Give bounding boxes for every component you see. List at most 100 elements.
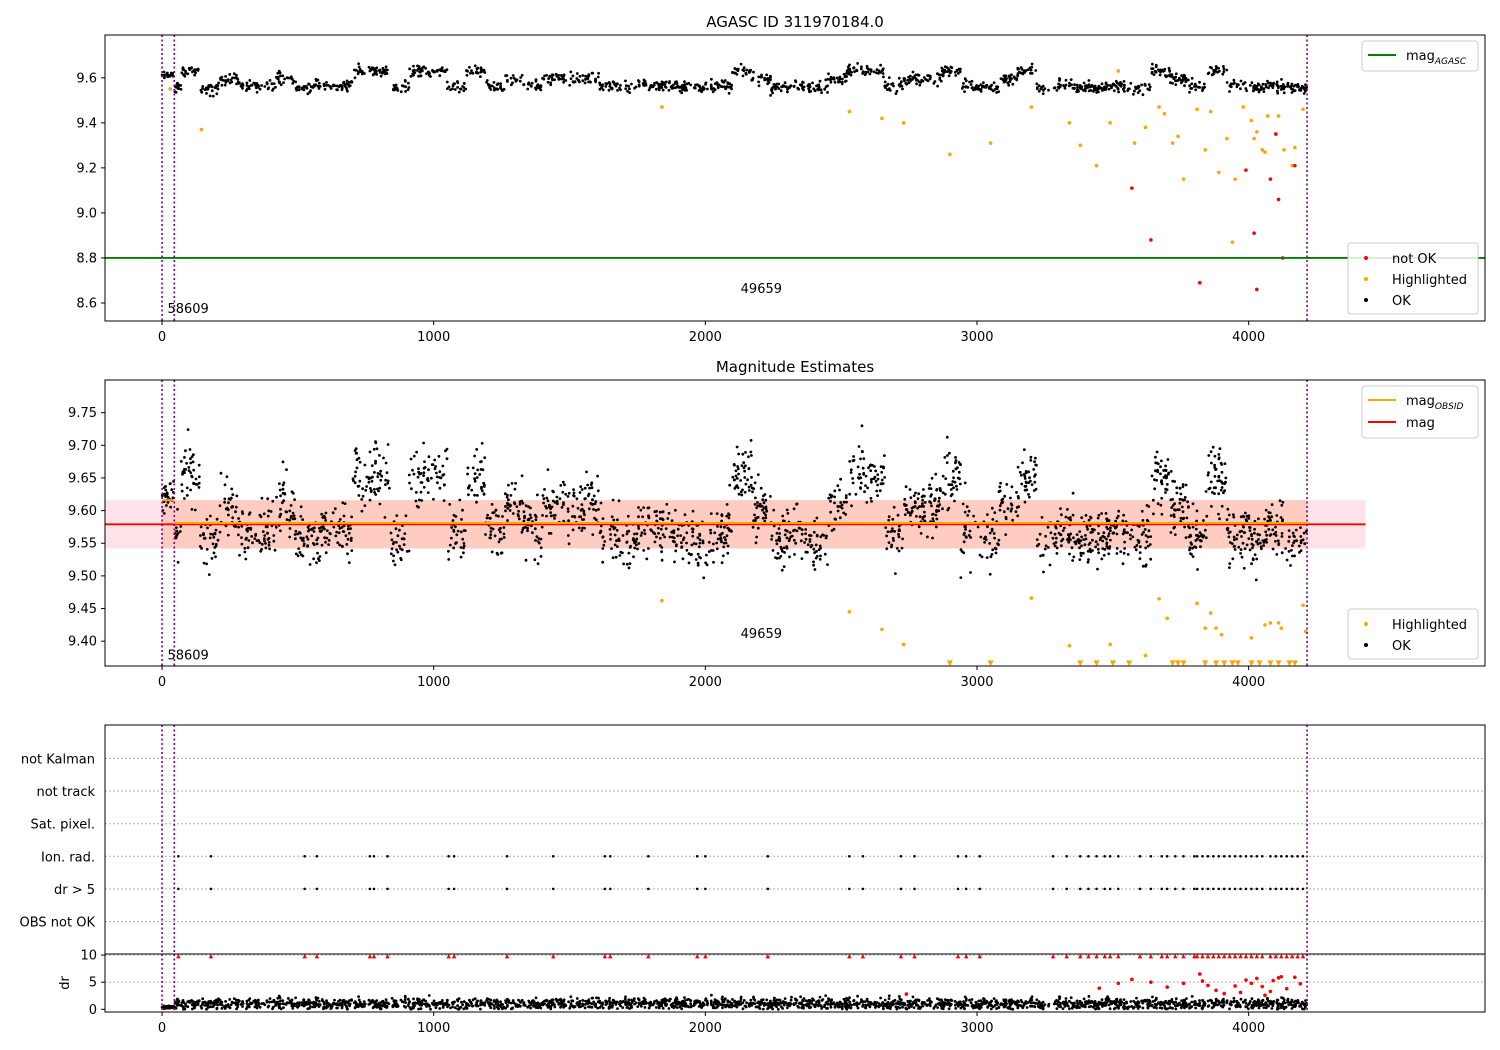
ok-point <box>949 65 953 69</box>
flag-point <box>386 855 389 858</box>
ok-point <box>601 1006 605 1010</box>
ok-point <box>747 485 751 489</box>
ok-point <box>815 533 819 537</box>
ok-point <box>1248 548 1252 552</box>
ok-point <box>912 1006 916 1009</box>
legend-marker <box>1364 256 1368 260</box>
ok-point <box>407 86 411 89</box>
ok-point <box>627 84 630 88</box>
legend-box <box>1361 40 1479 72</box>
ok-point <box>701 539 705 543</box>
ok-point <box>412 472 416 476</box>
ok-point <box>1220 486 1224 489</box>
flag-point <box>766 855 770 858</box>
ok-point <box>1225 81 1229 84</box>
ok-point <box>346 552 349 556</box>
ok-point <box>897 549 901 553</box>
ok-point <box>557 77 561 80</box>
ok-point <box>1276 84 1280 88</box>
ok-point <box>1064 515 1068 519</box>
ok-point <box>1245 543 1249 547</box>
ok-point <box>562 519 566 523</box>
ok-point <box>469 71 472 75</box>
ok-point <box>1239 1005 1242 1009</box>
ok-point <box>864 484 867 487</box>
ok-point <box>1257 517 1260 521</box>
obsid-annotation: 49659 <box>741 627 782 642</box>
ok-point <box>430 476 433 480</box>
ok-point <box>930 476 934 480</box>
ok-point <box>616 518 619 522</box>
ok-point <box>799 995 802 999</box>
ok-point <box>536 562 540 566</box>
ok-point <box>840 80 844 84</box>
ok-point <box>192 468 196 472</box>
ok-point <box>778 532 781 535</box>
ok-point <box>203 88 207 91</box>
ok-point <box>1069 518 1073 522</box>
ok-point <box>392 84 396 87</box>
ok-point <box>529 516 533 519</box>
ok-point <box>887 997 891 1000</box>
highlighted-point <box>1157 105 1161 109</box>
ok-point <box>769 999 772 1003</box>
ok-point <box>1122 513 1125 517</box>
ok-point <box>438 74 442 77</box>
ok-point <box>707 540 711 544</box>
ok-point <box>247 513 251 516</box>
ok-point <box>550 76 554 80</box>
ok-point <box>482 493 486 496</box>
ok-point <box>675 82 679 85</box>
ok-point <box>536 83 540 86</box>
ok-point <box>1303 542 1307 546</box>
flag-point <box>505 887 509 891</box>
ok-point <box>369 476 373 480</box>
ok-point <box>462 551 465 555</box>
ok-point <box>211 533 215 536</box>
ok-point <box>320 525 323 529</box>
ok-point <box>1269 81 1272 85</box>
ok-point <box>1251 558 1255 562</box>
ok-point <box>199 88 203 92</box>
ok-point <box>619 84 622 87</box>
flag-point <box>1250 855 1253 858</box>
ok-point <box>792 538 796 542</box>
ok-point <box>514 481 517 485</box>
ok-point <box>367 998 371 1002</box>
ok-point <box>774 87 777 91</box>
ok-point <box>463 529 467 532</box>
ok-point <box>1167 66 1171 70</box>
ok-point <box>272 82 276 85</box>
ok-point <box>442 499 446 502</box>
ok-point <box>1123 540 1126 544</box>
ok-point <box>165 504 168 507</box>
ok-point <box>637 506 640 509</box>
ok-point <box>890 543 894 547</box>
flag-point <box>1239 887 1242 891</box>
ok-point <box>404 80 407 83</box>
ok-point <box>1002 510 1006 514</box>
ok-point <box>744 464 747 468</box>
ok-point <box>636 1005 640 1008</box>
ok-point <box>735 445 739 449</box>
ok-point <box>562 503 565 507</box>
ok-point <box>773 996 776 1000</box>
ok-point <box>337 531 341 535</box>
flag-point <box>964 855 968 858</box>
ok-point <box>176 87 180 90</box>
highlighted-point <box>1195 601 1199 606</box>
ok-point <box>533 558 537 562</box>
ok-point <box>445 68 449 72</box>
ok-point <box>447 558 451 561</box>
ok-point <box>426 491 430 494</box>
highlighted-point <box>847 610 852 614</box>
ok-point <box>524 504 528 508</box>
ok-point <box>1278 499 1282 503</box>
ok-point <box>548 505 551 509</box>
ok-point <box>972 88 975 92</box>
ok-point <box>265 82 269 86</box>
ok-point <box>979 87 983 91</box>
ok-point <box>1297 544 1301 548</box>
ok-point <box>1035 86 1039 90</box>
ok-point <box>342 530 346 533</box>
